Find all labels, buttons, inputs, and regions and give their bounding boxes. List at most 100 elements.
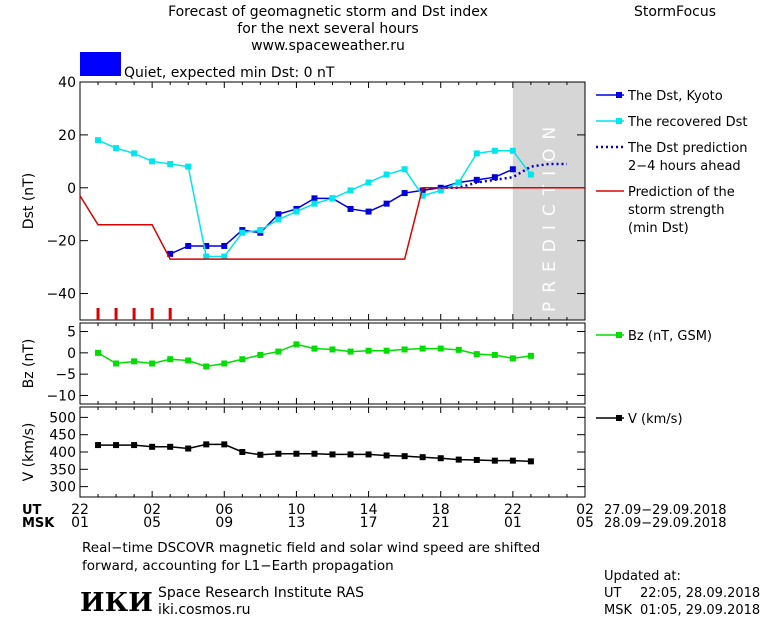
ut-tick-label: 18 xyxy=(432,502,450,518)
bz-nt-gsm-point xyxy=(185,357,192,364)
chart-title-line2: for the next several hours xyxy=(237,21,418,37)
v-km-s-point xyxy=(113,442,120,449)
bz-panel: 5 0 −5 −10 Bz (nT) xyxy=(21,322,586,405)
bz-nt-gsm-point xyxy=(437,345,444,352)
prediction-of-the-storm-strength-min-dst-legend-label: (min Dst) xyxy=(628,221,689,236)
bz-nt-gsm-point xyxy=(167,356,174,363)
updated-label: Updated at: xyxy=(604,569,681,584)
the-recovered-dst-point xyxy=(95,137,102,144)
dst-ytick-label: 0 xyxy=(67,181,76,197)
msk-axis-label: MSK xyxy=(22,516,55,531)
the-dst-kyoto-legend-marker xyxy=(616,92,622,98)
the-dst-kyoto-point xyxy=(347,205,354,212)
the-recovered-dst-point xyxy=(365,179,372,186)
institute-name: Space Research Institute RAS xyxy=(158,585,364,601)
ut-date-range: 27.09−29.09.2018 xyxy=(604,503,727,518)
v-km-s-point xyxy=(311,450,318,457)
the-recovered-dst-legend-marker xyxy=(616,118,622,124)
v-ylabel: V (km/s) xyxy=(21,423,37,482)
storm-bar xyxy=(114,308,118,320)
msk-tick-label: 01 xyxy=(71,515,89,531)
msk-tick-label: 05 xyxy=(143,515,161,531)
the-recovered-dst-point xyxy=(239,229,246,236)
msk-tick-label: 17 xyxy=(360,515,378,531)
v-km-s-point xyxy=(293,450,300,457)
ut-tick-label: 14 xyxy=(360,502,378,518)
the-recovered-dst-legend-label: The recovered Dst xyxy=(627,115,747,130)
the-dst-kyoto-point xyxy=(311,195,318,202)
dst-ytick-label: −40 xyxy=(46,287,76,303)
the-recovered-dst-point xyxy=(221,253,228,260)
v-km-s-point xyxy=(383,452,390,459)
bz-frame xyxy=(79,322,586,405)
bz-ytick-label: 5 xyxy=(67,325,76,341)
bz-nt-gsm-legend-label: Bz (nT, GSM) xyxy=(628,329,712,344)
bz-nt-gsm-point xyxy=(203,363,210,370)
bz-nt-gsm-point xyxy=(113,360,120,367)
ut-tick-label: 06 xyxy=(215,502,233,518)
storm-bar xyxy=(132,308,136,320)
ut-tick-label: 22 xyxy=(71,502,89,518)
v-ytick-label: 400 xyxy=(49,445,76,461)
shift-note-line2: forward, accounting for L1−Earth propaga… xyxy=(82,558,394,574)
the-dst-kyoto-point xyxy=(473,176,480,183)
the-recovered-dst-point xyxy=(167,160,174,167)
bz-nt-gsm-point xyxy=(239,356,246,363)
bz-ylabel: Bz (nT) xyxy=(21,339,37,389)
bz-nt-gsm-point xyxy=(347,348,354,355)
dst-panel: PREDICTION 40 20 0 −20 −40 Dst (nT) xyxy=(21,75,586,321)
bz-nt-gsm-point xyxy=(365,347,372,354)
updated-msk-value: 01:05, 29.09.2018 xyxy=(640,603,760,618)
msk-tick-label: 01 xyxy=(504,515,522,531)
updated-msk-label: MSK xyxy=(604,603,632,618)
the-recovered-dst-point xyxy=(509,147,516,154)
bz-nt-gsm-point xyxy=(473,351,480,358)
source-url: www.spaceweather.ru xyxy=(251,38,405,54)
ut-tick-label: 02 xyxy=(143,502,161,518)
the-recovered-dst-point xyxy=(401,166,408,173)
v-ytick-label: 500 xyxy=(49,410,76,426)
bz-nt-gsm-point xyxy=(401,346,408,353)
v-km-s-point xyxy=(275,450,282,457)
iki-logo: ИКИ xyxy=(80,588,153,618)
prediction-of-the-storm-strength-min-dst-legend-label: Prediction of the xyxy=(628,185,735,200)
storm-bar xyxy=(96,308,100,320)
v-ytick-label: 300 xyxy=(49,480,76,496)
v-km-s-point xyxy=(509,457,516,464)
bz-nt-gsm-point xyxy=(275,348,282,355)
v-km-s-point xyxy=(365,451,372,458)
bz-nt-gsm-point xyxy=(419,345,426,352)
shift-note-line1: Real−time DSCOVR magnetic field and sola… xyxy=(82,540,540,556)
prediction-of-the-storm-strength-min-dst-legend-label: storm strength xyxy=(628,203,725,218)
bz-nt-gsm-point xyxy=(257,351,264,358)
the-recovered-dst-point xyxy=(311,200,318,207)
v-km-s-point xyxy=(221,441,228,448)
dst-ytick-label: −20 xyxy=(46,234,76,250)
the-recovered-dst-point xyxy=(455,179,462,186)
dst-ytick-label: 40 xyxy=(58,75,76,91)
ut-tick-label: 10 xyxy=(288,502,306,518)
bz-nt-gsm-point xyxy=(527,352,534,359)
the-dst-kyoto-point xyxy=(221,242,228,249)
bz-nt-gsm-point xyxy=(509,355,516,362)
bz-nt-gsm-point xyxy=(455,346,462,353)
the-dst-prediction-2-4-hours-ahead-line xyxy=(440,162,567,190)
bz-nt-gsm-point xyxy=(149,360,156,367)
v-km-s-point xyxy=(527,458,534,465)
v-km-s-point xyxy=(455,456,462,463)
brand-name: StormFocus xyxy=(634,4,716,20)
bz-nt-gsm-point xyxy=(221,360,228,367)
ut-tick-label: 02 xyxy=(576,502,594,518)
msk-date-range: 28.09−29.09.2018 xyxy=(604,516,727,531)
the-dst-prediction-2-4-hours-ahead-legend-label: 2−4 hours ahead xyxy=(628,159,741,174)
prediction-region xyxy=(512,82,585,320)
prediction-label: PREDICTION xyxy=(540,118,560,312)
dst-ytick-label: 20 xyxy=(58,128,76,144)
msk-tick-label: 21 xyxy=(432,515,450,531)
v-km-s-point xyxy=(401,453,408,460)
bz-ytick-label: −5 xyxy=(55,367,76,383)
v-km-s-legend-label: V (km/s) xyxy=(628,412,683,427)
v-km-s-point xyxy=(239,449,246,455)
